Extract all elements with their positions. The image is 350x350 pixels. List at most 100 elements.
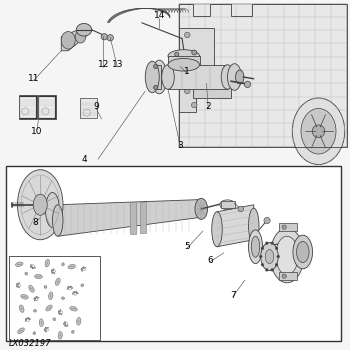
Ellipse shape [18,328,24,334]
Ellipse shape [282,274,286,278]
Ellipse shape [276,236,298,275]
Text: 3: 3 [177,141,183,150]
Text: 14: 14 [154,11,165,20]
Ellipse shape [275,247,278,250]
Ellipse shape [261,243,278,271]
Ellipse shape [61,32,75,49]
Ellipse shape [152,60,167,94]
Ellipse shape [277,255,280,258]
Ellipse shape [265,250,274,264]
Ellipse shape [53,318,56,321]
Polygon shape [178,4,346,147]
Ellipse shape [301,108,336,154]
Text: 7: 7 [230,291,236,300]
Polygon shape [16,284,19,287]
Bar [39,97,55,118]
Ellipse shape [74,293,77,295]
Ellipse shape [76,23,92,36]
Polygon shape [33,266,36,269]
Polygon shape [74,292,77,294]
Bar [168,56,200,65]
Polygon shape [59,312,62,315]
Ellipse shape [175,52,179,56]
Polygon shape [58,311,61,314]
Bar [140,202,146,233]
Polygon shape [16,285,19,288]
Ellipse shape [293,235,313,269]
Ellipse shape [35,274,42,279]
Bar [279,272,297,280]
Ellipse shape [29,285,34,292]
Ellipse shape [46,328,49,331]
Ellipse shape [244,81,251,88]
Ellipse shape [220,200,235,210]
Text: 2: 2 [205,102,211,111]
Polygon shape [44,330,47,332]
Polygon shape [217,205,254,247]
Ellipse shape [259,255,262,258]
Ellipse shape [70,306,77,311]
Ellipse shape [49,292,53,300]
Text: LX032197: LX032197 [9,339,51,348]
Ellipse shape [21,294,28,299]
Ellipse shape [18,284,21,287]
Ellipse shape [35,298,38,301]
Ellipse shape [46,193,60,228]
Polygon shape [51,268,54,271]
Ellipse shape [265,268,268,271]
Ellipse shape [292,98,345,164]
Ellipse shape [154,85,158,90]
Ellipse shape [168,58,200,71]
Polygon shape [61,28,88,51]
Polygon shape [107,8,170,23]
Ellipse shape [221,65,234,89]
Bar [20,97,36,118]
Polygon shape [58,309,61,312]
Polygon shape [150,65,161,89]
Ellipse shape [77,317,81,325]
Ellipse shape [248,208,259,243]
Polygon shape [36,296,39,299]
Text: 6: 6 [207,256,213,265]
Polygon shape [44,328,47,330]
Ellipse shape [19,305,24,313]
Text: 9: 9 [93,102,99,111]
Ellipse shape [34,309,36,312]
Ellipse shape [264,217,270,224]
Ellipse shape [65,322,68,325]
Polygon shape [26,317,28,320]
Text: 13: 13 [112,60,123,69]
Text: 10: 10 [31,127,42,136]
Ellipse shape [81,284,84,287]
Polygon shape [63,324,66,326]
Polygon shape [34,298,37,301]
Ellipse shape [145,61,159,93]
Ellipse shape [228,64,241,90]
Text: 12: 12 [98,60,109,69]
Text: 4: 4 [81,155,87,164]
Polygon shape [193,77,231,98]
Bar [220,201,234,208]
Text: 11: 11 [28,74,39,83]
Ellipse shape [62,297,64,300]
Polygon shape [30,266,33,269]
Ellipse shape [15,262,23,266]
Polygon shape [67,287,70,289]
Polygon shape [34,296,37,299]
Polygon shape [83,267,86,270]
Polygon shape [65,324,68,326]
Ellipse shape [251,236,260,257]
Ellipse shape [60,311,63,314]
Ellipse shape [212,212,222,247]
Ellipse shape [154,64,158,69]
Ellipse shape [312,125,325,138]
Polygon shape [58,199,203,236]
Ellipse shape [52,205,63,236]
Ellipse shape [296,241,309,262]
Polygon shape [30,264,33,267]
Ellipse shape [271,242,274,245]
Bar [279,223,297,231]
Bar [19,95,37,119]
Ellipse shape [101,34,107,40]
Ellipse shape [39,319,43,327]
